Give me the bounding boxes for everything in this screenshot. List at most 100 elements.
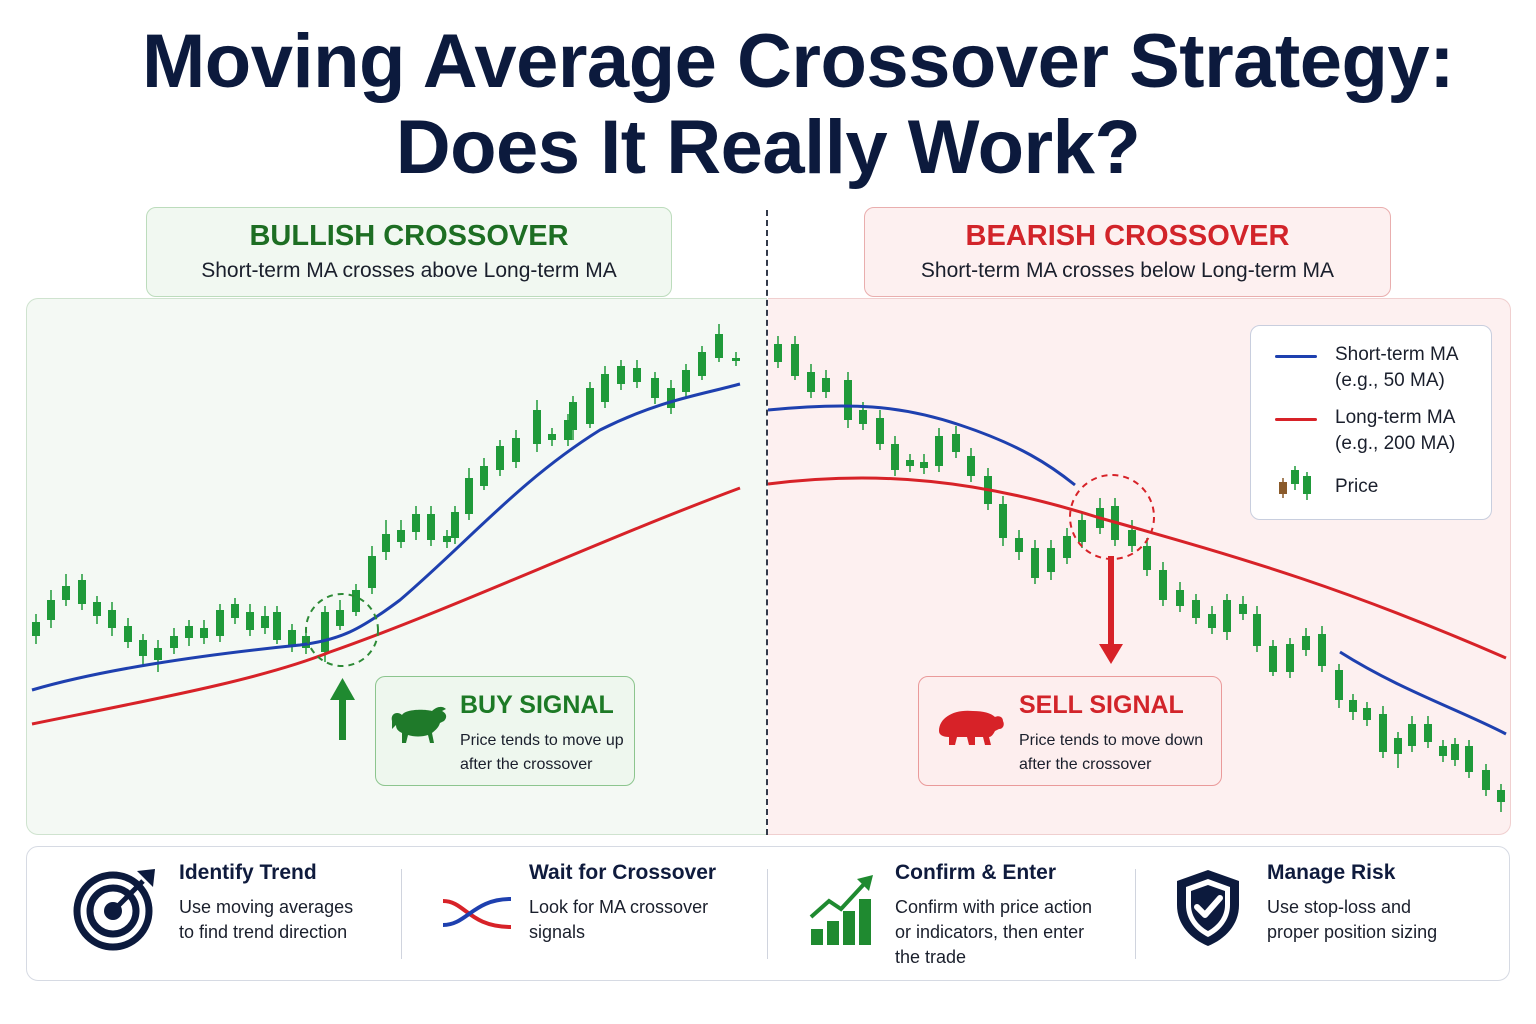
growth-chart-icon (809, 875, 873, 945)
bear-candle (1379, 714, 1387, 752)
bull-candle (200, 628, 208, 638)
bear-candle (1176, 590, 1184, 606)
bear-candle (1192, 600, 1200, 618)
step-3-title: Confirm & Enter (895, 861, 1057, 884)
bear-candle (1078, 520, 1086, 542)
crossover-icon (442, 897, 512, 929)
bull-candle (651, 378, 659, 398)
bear-candle (774, 344, 782, 362)
bull-candle (601, 374, 609, 402)
legend-price: Price (1335, 476, 1379, 497)
bear-candle (935, 436, 943, 466)
bear-icon (939, 710, 1004, 745)
bull-candle (682, 370, 690, 392)
bull-candle (548, 434, 556, 440)
bull-icon (391, 706, 447, 743)
bull-candle (480, 466, 488, 486)
bull-candle (302, 636, 310, 648)
bear-candle (1408, 724, 1416, 746)
bear-candle (1497, 790, 1505, 802)
legend-short-line-1: Short-term MA (1335, 344, 1459, 365)
bear-long-ma-line (767, 476, 1507, 660)
bear-candle (906, 460, 914, 466)
bear-candle (1363, 708, 1371, 720)
bull-candle (231, 604, 239, 618)
bear-candle (844, 380, 852, 420)
shield-check-icon (1177, 870, 1239, 946)
bullish-title: BULLISH CROSSOVER (249, 220, 569, 252)
bear-candle (1286, 644, 1294, 672)
bear-candle (1465, 746, 1473, 772)
step-4-desc: Use stop-loss and proper position sizing (1267, 895, 1437, 945)
bear-candle (999, 504, 1007, 538)
bear-candle (1335, 670, 1343, 700)
bearish-header: BEARISH CROSSOVER Short-term MA crosses … (864, 207, 1391, 297)
bear-candle (822, 378, 830, 392)
step-3-line-3: the trade (895, 947, 967, 967)
bear-candle (1269, 646, 1277, 672)
step-2-desc: Look for MA crossover signals (529, 895, 708, 945)
step-1-desc: Use moving averages to find trend direct… (179, 895, 353, 945)
bear-candle (791, 344, 799, 376)
legend-long-line-2: (e.g., 200 MA) (1335, 433, 1456, 454)
bull-crossover-circle (305, 593, 379, 667)
bull-candle (427, 514, 435, 540)
bear-candle (1394, 738, 1402, 754)
bear-candle (1015, 538, 1023, 552)
step-1-line-2: to find trend direction (179, 922, 348, 942)
bull-candle (586, 388, 594, 424)
bull-candle (108, 610, 116, 628)
bear-short-ma-line-late (1339, 650, 1507, 736)
title-line-2: Does It Really Work? (395, 105, 1141, 190)
bull-candle (170, 636, 178, 648)
legend-long-line-1: Long-term MA (1335, 407, 1456, 428)
step-2-line-2: signals (529, 922, 586, 942)
bull-candle (412, 514, 420, 532)
legend-price-candles-icon (1279, 466, 1311, 500)
sell-desc-line-1: Price tends to move down (1019, 732, 1204, 749)
bear-candle (1063, 536, 1071, 558)
bear-candle (1208, 614, 1216, 628)
center-divider (766, 210, 768, 835)
bull-candle (336, 610, 344, 626)
sell-signal-box: SELL SIGNAL Price tends to move down aft… (918, 676, 1222, 786)
bull-candle (321, 612, 329, 652)
sell-signal-desc: Price tends to move down after the cross… (1019, 729, 1203, 777)
buy-arrow-icon (330, 678, 355, 740)
bull-candle (564, 420, 572, 440)
sell-signal-title: SELL SIGNAL (1019, 691, 1184, 719)
bear-candle (1128, 530, 1136, 546)
target-icon (73, 869, 155, 951)
bull-candle (465, 478, 473, 514)
bear-candle (967, 456, 975, 476)
bull-candle (288, 630, 296, 646)
bull-candle (451, 512, 459, 538)
bear-candle (1031, 548, 1039, 578)
bear-candle (1253, 614, 1261, 646)
bull-candle (32, 622, 40, 636)
bear-candle (891, 444, 899, 470)
step-divider (401, 869, 402, 959)
bull-candle (246, 612, 254, 630)
bull-candle (62, 586, 70, 600)
bear-candle (1451, 744, 1459, 760)
step-2-title: Wait for Crossover (529, 861, 717, 884)
bull-candle (124, 626, 132, 642)
sell-arrow-icon (1099, 556, 1123, 664)
step-4-line-2: proper position sizing (1267, 922, 1438, 942)
step-4-line-1: Use stop-loss and (1267, 897, 1412, 917)
legend-short-line-2: (e.g., 50 MA) (1335, 370, 1445, 391)
bull-candle (397, 530, 405, 542)
bear-candle (1302, 636, 1310, 650)
legend-short-ma-swatch (1275, 355, 1317, 358)
bear-candle (952, 434, 960, 452)
bull-candle (261, 616, 269, 628)
bull-short-ma-line (31, 382, 741, 692)
bull-long-ma-line (31, 486, 741, 726)
bear-candle (1318, 634, 1326, 666)
bull-candle (93, 602, 101, 616)
bullish-subtitle: Short-term MA crosses above Long-term MA (201, 259, 617, 282)
bull-candle (352, 590, 360, 612)
bull-candle (216, 610, 224, 636)
bear-candle (1424, 724, 1432, 742)
